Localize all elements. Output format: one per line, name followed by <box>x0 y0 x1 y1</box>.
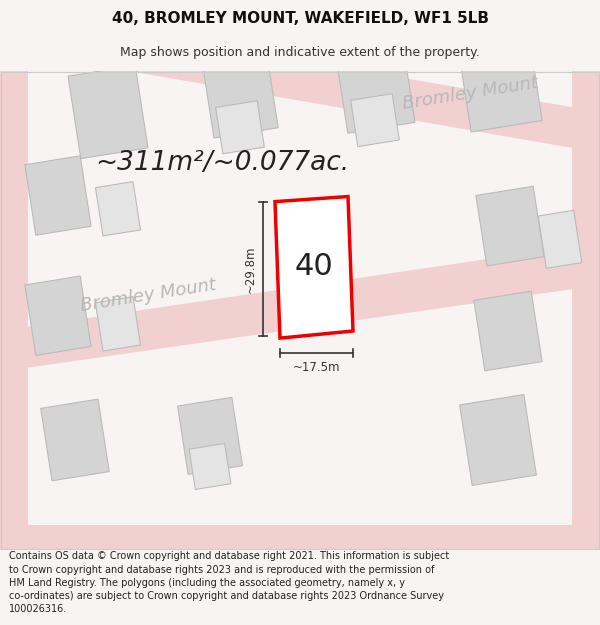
Text: 40: 40 <box>295 253 334 281</box>
Polygon shape <box>130 31 600 152</box>
Text: 40, BROMLEY MOUNT, WAKEFIELD, WF1 5LB: 40, BROMLEY MOUNT, WAKEFIELD, WF1 5LB <box>112 11 488 26</box>
Polygon shape <box>335 40 415 133</box>
Polygon shape <box>538 210 582 268</box>
Polygon shape <box>178 398 242 474</box>
Text: Map shows position and indicative extent of the property.: Map shows position and indicative extent… <box>120 46 480 59</box>
Polygon shape <box>95 297 140 351</box>
Polygon shape <box>41 399 109 481</box>
Polygon shape <box>95 182 140 236</box>
Polygon shape <box>202 49 278 138</box>
Text: ~311m²/~0.077ac.: ~311m²/~0.077ac. <box>95 150 349 176</box>
Polygon shape <box>189 444 231 489</box>
Polygon shape <box>350 94 400 147</box>
Polygon shape <box>215 101 265 154</box>
Polygon shape <box>25 156 91 235</box>
Text: ~29.8m: ~29.8m <box>244 245 257 292</box>
Polygon shape <box>25 276 91 356</box>
Text: Bromley Mount: Bromley Mount <box>79 276 217 315</box>
Polygon shape <box>572 71 600 550</box>
Polygon shape <box>476 186 544 266</box>
Polygon shape <box>460 394 536 486</box>
Text: Bromley Mount: Bromley Mount <box>401 74 539 113</box>
Polygon shape <box>0 242 600 372</box>
Text: ~17.5m: ~17.5m <box>293 361 340 374</box>
Polygon shape <box>68 66 148 159</box>
Polygon shape <box>458 35 542 132</box>
Polygon shape <box>0 71 28 550</box>
Polygon shape <box>0 524 600 550</box>
Text: Contains OS data © Crown copyright and database right 2021. This information is : Contains OS data © Crown copyright and d… <box>9 551 449 614</box>
Polygon shape <box>474 291 542 371</box>
Polygon shape <box>275 196 353 338</box>
